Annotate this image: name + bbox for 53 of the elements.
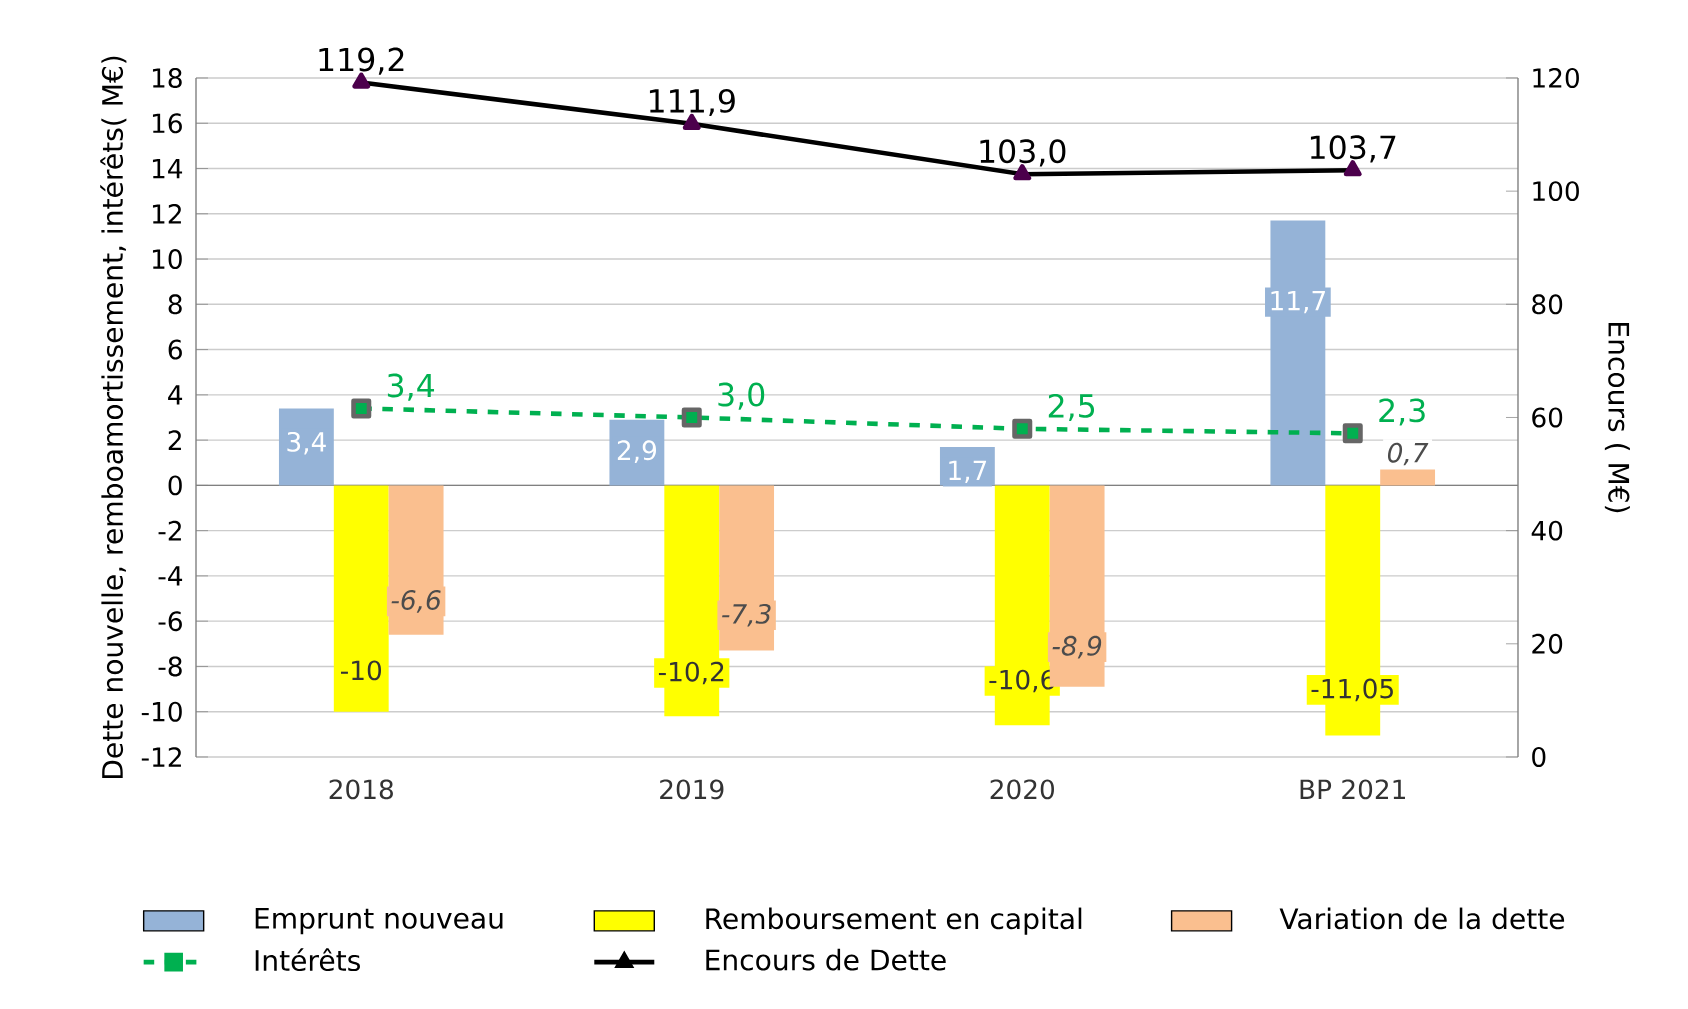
y2-tick-label: 0 <box>1532 747 1546 767</box>
y-tick-label: 0 <box>168 475 182 496</box>
y-tick-label: 4 <box>168 385 183 405</box>
y2-tick-label: 40 <box>1531 520 1563 541</box>
y-axis-title: Dette nouvelle, remboamortissement, intérêts( M€) <box>100 56 127 779</box>
x-tick-label: 2019 <box>660 779 724 800</box>
data-label: 2,3 <box>1379 398 1425 426</box>
y-tick-label: 10 <box>152 249 182 270</box>
data-label: 103,0 <box>980 139 1066 167</box>
x-tick-label: 2020 <box>990 779 1054 800</box>
y-tick-label: -2 <box>158 520 181 541</box>
y-tick-label: 6 <box>168 339 182 360</box>
data-label: 3,4 <box>287 431 326 455</box>
data-label: 3,0 <box>718 382 765 410</box>
y-tick-label: 12 <box>152 204 181 224</box>
y-tick-label: 14 <box>152 158 183 179</box>
legend-label: Remboursement en capital <box>706 907 1082 935</box>
data-label: 3,4 <box>387 373 435 401</box>
data-label: 111,9 <box>649 88 735 117</box>
data-label: -10,2 <box>658 661 724 685</box>
legend-label: Encours de Dette <box>706 948 946 971</box>
y-tick-label: -10 <box>141 701 182 722</box>
y-tick-label: 18 <box>152 68 182 88</box>
y2-tick-label: 120 <box>1533 68 1579 88</box>
y2-tick-label: 80 <box>1532 294 1563 315</box>
x-tick-label: 2018 <box>329 779 393 800</box>
data-label: 0,7 <box>1387 442 1429 466</box>
y-tick-label: 16 <box>152 113 182 134</box>
data-label: 2,5 <box>1048 393 1095 422</box>
y-tick-label: -6 <box>158 611 182 632</box>
data-label: 119,2 <box>319 47 404 75</box>
data-label: -11,05 <box>1311 678 1393 702</box>
y2-tick-label: 60 <box>1532 407 1563 428</box>
y-tick-label: -12 <box>141 747 181 767</box>
legend-label: Intérêts <box>255 948 360 972</box>
data-label: 2,9 <box>617 440 657 464</box>
x-tick-label: BP 2021 <box>1300 779 1405 800</box>
y-tick-label: -8 <box>158 656 182 677</box>
data-label: -10 <box>341 660 381 681</box>
legend-label: Variation de la dette <box>1279 907 1565 930</box>
data-label: 1,7 <box>949 460 987 484</box>
y-tick-label: 8 <box>168 294 182 315</box>
y-tick-label: -4 <box>158 566 183 586</box>
data-label: 103,7 <box>1310 135 1396 163</box>
y2-tick-label: 20 <box>1532 633 1563 654</box>
data-label: -8,9 <box>1052 635 1102 659</box>
data-label: 11,7 <box>1271 291 1325 314</box>
y2-tick-label: 100 <box>1533 181 1579 202</box>
legend-label: Emprunt nouveau <box>255 907 503 935</box>
data-label: -7,3 <box>722 603 771 627</box>
y-tick-label: 2 <box>168 430 181 450</box>
y2-axis-title: Encours ( M€) <box>1604 323 1630 513</box>
data-label: -6,6 <box>391 590 441 613</box>
